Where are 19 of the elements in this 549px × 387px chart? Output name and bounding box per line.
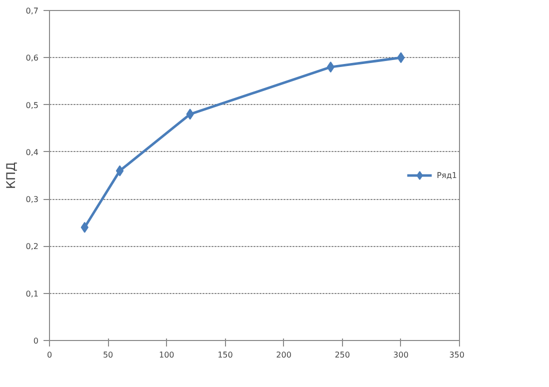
x-tick-label: 350: [449, 350, 465, 360]
y-tick-label: 0,3: [26, 195, 39, 204]
y-tick-label: 0,5: [26, 100, 39, 110]
y-axis-title: КПД: [4, 162, 18, 189]
point: [116, 165, 124, 176]
x-tick-label: 300: [393, 350, 409, 360]
y-tick-label: 0,6: [26, 54, 39, 63]
x-tick-label: 150: [218, 350, 233, 360]
x-tick-label: 50: [102, 350, 114, 360]
x-tick-label: 250: [334, 350, 350, 360]
x-tick-label: 200: [276, 350, 292, 360]
x-tick-label: 100: [159, 350, 174, 360]
y-tick-label: 0,2: [26, 242, 39, 252]
y-tick-label: 0: [33, 336, 39, 346]
y-tick-label: 0,1: [26, 289, 39, 298]
x-tick-label: 0: [46, 350, 52, 360]
y-tick-label: 0,4: [26, 148, 39, 157]
legend-label: Ряд1: [436, 170, 457, 180]
y-tick-label: 0,7: [26, 6, 39, 16]
